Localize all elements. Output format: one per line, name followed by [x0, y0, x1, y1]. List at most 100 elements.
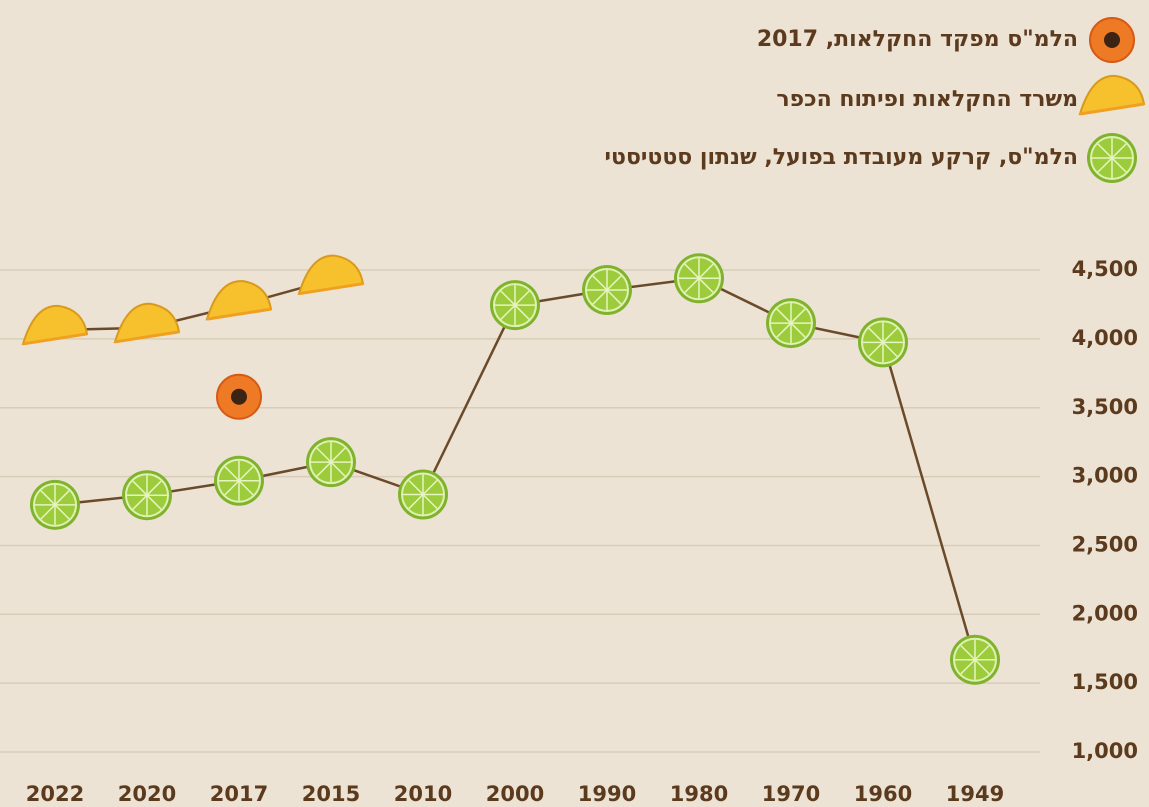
series-line [54, 278, 332, 332]
data-point [122, 470, 172, 521]
data-point [21, 304, 89, 346]
series-line [54, 277, 977, 661]
x-tick-label: 2015 [302, 782, 360, 806]
lime-segment [606, 289, 622, 305]
y-tick-label: 2,500 [1072, 532, 1138, 556]
lime-segment [698, 263, 714, 279]
x-tick-label: 1970 [762, 782, 820, 806]
lime-segment [592, 289, 608, 305]
lime-segment [974, 659, 990, 675]
papaya-seeds [1104, 32, 1120, 48]
legend-icon [1078, 74, 1146, 116]
pineapple-body [1078, 74, 1146, 116]
data-point [30, 479, 80, 530]
lime-segment [592, 275, 608, 291]
pineapple-rind [298, 282, 364, 296]
lime-segment [224, 480, 240, 496]
lime-segment [882, 327, 898, 343]
pineapple-body [297, 254, 365, 295]
pineapple-body [21, 304, 89, 346]
lime-segment [606, 275, 622, 291]
data-point [674, 253, 724, 304]
lime-segment [500, 304, 516, 320]
lime-segment [54, 504, 70, 520]
lime-segment [330, 447, 346, 463]
lime-segment [54, 490, 70, 506]
papaya-seeds [231, 388, 247, 405]
pineapple-rind [114, 330, 180, 344]
x-tick-label: 2017 [210, 782, 268, 806]
pineapple-rind [206, 307, 272, 321]
data-point [858, 317, 908, 368]
x-tick-label: 2010 [394, 782, 452, 806]
lime-segment [40, 490, 56, 506]
x-tick-label: 1990 [578, 782, 636, 806]
lime-segment [408, 479, 424, 496]
pineapple-body [113, 302, 181, 344]
lime-segment [224, 466, 240, 482]
lime-segment [422, 493, 438, 510]
lime-segment [514, 304, 530, 320]
x-tick-label: 1980 [670, 782, 728, 806]
lime-segment [408, 493, 424, 510]
lime-segment [960, 645, 976, 661]
data-point [766, 298, 816, 349]
x-tick-label: 2000 [486, 782, 544, 806]
y-tick-label: 4,500 [1072, 257, 1138, 281]
lime-segment [238, 466, 254, 482]
y-tick-label: 3,500 [1072, 395, 1138, 419]
pineapple-rind [22, 332, 88, 346]
lime-segment [330, 461, 346, 477]
x-tick-label: 1949 [946, 782, 1004, 806]
lime-segment [868, 341, 884, 358]
lime-segment [974, 645, 990, 661]
lime-segment [146, 494, 162, 510]
y-tick-label: 1,000 [1072, 739, 1138, 763]
data-point [950, 634, 1000, 685]
lime-segment [316, 447, 332, 463]
lime-segment [316, 461, 332, 477]
lime-segment [132, 494, 148, 510]
data-point [306, 437, 356, 488]
lime-segment [960, 659, 976, 675]
lime-segment [868, 327, 884, 343]
x-tick-label: 1960 [854, 782, 912, 806]
x-tick-label: 2020 [118, 782, 176, 806]
pineapple-rind [1079, 102, 1145, 116]
lime-segment [776, 322, 792, 338]
lime-segment [698, 277, 714, 293]
legend-icon [1087, 133, 1137, 183]
lime-segment [514, 290, 530, 306]
y-tick-label: 1,500 [1072, 670, 1138, 694]
legend-label: משרד החקלאות ופיתוח הכפר [776, 87, 1078, 112]
data-point [216, 373, 262, 420]
lime-segment [1097, 143, 1113, 159]
lime-segment [1111, 157, 1127, 173]
legend-label: הלמ"ס, קרקע מעובדת בפועל, שנתון סטטיסטי [605, 145, 1078, 170]
legend-label: הלמ"ס מפקד החקלאות, 2017 [757, 27, 1078, 52]
data-point [113, 302, 181, 344]
lime-segment [500, 290, 516, 306]
y-tick-label: 2,000 [1072, 601, 1138, 625]
lime-segment [684, 263, 700, 279]
y-tick-label: 4,000 [1072, 326, 1138, 350]
lime-segment [1097, 157, 1113, 173]
data-point [214, 455, 264, 506]
data-point [490, 280, 540, 331]
data-point [398, 469, 448, 520]
lime-segment [146, 480, 162, 496]
lime-segment [776, 308, 792, 324]
data-point [582, 265, 632, 316]
lime-segment [684, 277, 700, 293]
legend-icon [1089, 17, 1135, 63]
pineapple-body [205, 280, 273, 321]
lime-segment [132, 480, 148, 496]
data-point [297, 254, 365, 296]
y-tick-label: 3,000 [1072, 464, 1138, 488]
lime-segment [790, 322, 806, 338]
x-tick-label: 2022 [26, 782, 84, 806]
lime-segment [422, 479, 438, 496]
lime-segment [238, 480, 254, 496]
lime-segment [1111, 143, 1127, 159]
